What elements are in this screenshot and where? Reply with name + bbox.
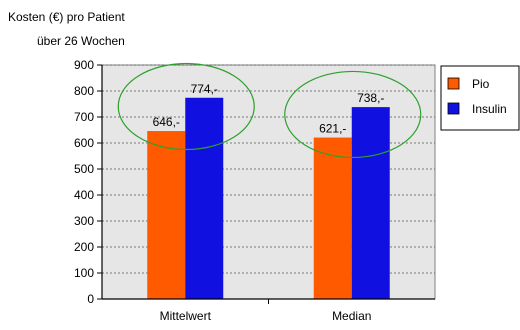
highlight-ellipses [117, 62, 422, 159]
y-tick-label: 200 [74, 240, 94, 254]
legend-swatch-pio [447, 77, 460, 90]
bars: 646,- 774,- 621,- 738,- [147, 82, 390, 300]
y-tick-label: 500 [74, 162, 94, 176]
y-tick-label: 300 [74, 214, 94, 228]
bar-pio [313, 137, 352, 299]
bar-insulin [185, 97, 224, 299]
y-axis-title-line2: über 26 Wochen [37, 34, 125, 48]
legend-label-pio: Pio [472, 77, 490, 91]
data-label: 738,- [357, 91, 384, 105]
y-tick-label: 900 [74, 58, 94, 72]
y-tick-label: 600 [74, 136, 94, 150]
legend: Pio Insulin [440, 65, 520, 131]
highlight-ellipse [284, 70, 422, 159]
axes: 0 100 200 300 400 500 600 700 800 900 Mittelwert Me… [74, 58, 435, 323]
x-tick-label: Median [332, 309, 371, 323]
legend-swatch-insulin [447, 102, 460, 115]
y-tick-label: 700 [74, 110, 94, 124]
y-tick-label: 800 [74, 84, 94, 98]
legend-box [440, 65, 520, 131]
y-tick-label: 400 [74, 188, 94, 202]
bar-insulin [351, 107, 390, 300]
x-tick-label: Mittelwert [160, 309, 212, 323]
y-tick-label: 100 [74, 266, 94, 280]
y-axis-title-line1: Kosten (€) pro Patient [8, 10, 125, 24]
highlight-ellipse [117, 62, 255, 151]
legend-label-insulin: Insulin [472, 102, 507, 116]
data-label: 646,- [153, 115, 180, 129]
data-label: 621,- [319, 122, 346, 136]
bar-pio [147, 131, 186, 299]
data-label: 774,- [191, 82, 218, 96]
y-tick-label: 0 [87, 292, 94, 306]
